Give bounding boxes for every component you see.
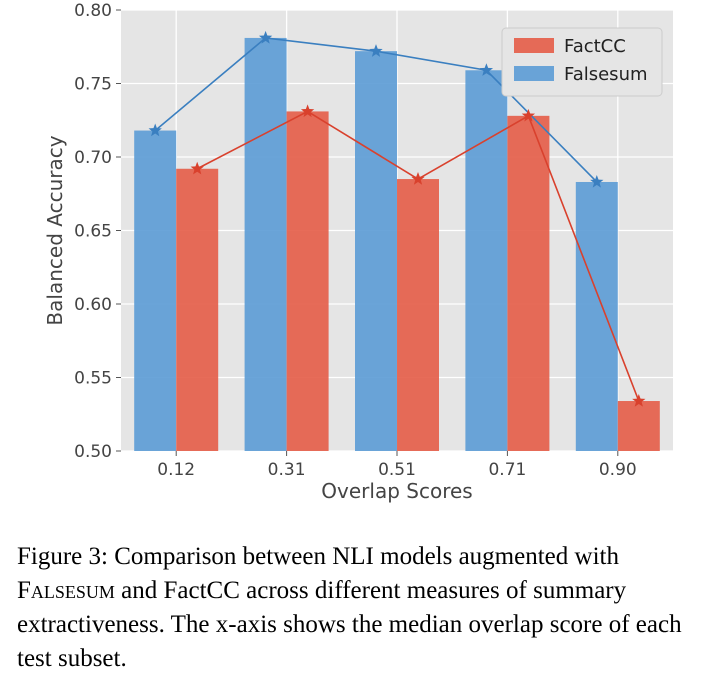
star-marker xyxy=(521,108,536,122)
x-tick-label: 0.51 xyxy=(378,460,416,480)
star-marker xyxy=(300,104,315,118)
x-tick-label: 0.31 xyxy=(268,460,306,480)
y-tick-label: 0.70 xyxy=(74,148,112,168)
y-tick-label: 0.50 xyxy=(74,442,112,462)
x-tick-label: 0.90 xyxy=(599,460,637,480)
legend-swatch-factcc xyxy=(514,38,554,53)
bar-falsesum xyxy=(244,37,287,452)
y-tick-label: 0.80 xyxy=(74,1,112,21)
series-lines xyxy=(148,30,646,407)
x-axis-label: Overlap Scores xyxy=(321,479,472,503)
legend-label-falsesum: Falsesum xyxy=(564,64,648,85)
star-marker xyxy=(411,172,425,185)
bar-falsesum xyxy=(134,130,177,452)
star-marker xyxy=(258,30,273,44)
y-tick-label: 0.75 xyxy=(74,75,112,95)
legend-label-factcc: FactCC xyxy=(564,36,626,57)
legend-swatch-falsesum xyxy=(514,66,554,81)
star-marker xyxy=(632,394,646,407)
caption-prefix: Figure 3: Comparison between NLI models … xyxy=(17,543,619,570)
bar-chart: 0.50 0.55 0.60 0.65 0.70 0.75 0.80 0.12 0.31 0.51… xyxy=(43,1,673,503)
bar-factcc xyxy=(286,111,329,452)
tick-labels: 0.50 0.55 0.60 0.65 0.70 0.75 0.80 0.12 0.31 0.51… xyxy=(74,1,637,480)
legend: FactCC Falsesum xyxy=(501,27,663,97)
caption-highlight: Falsesum xyxy=(17,577,115,604)
star-marker xyxy=(590,174,604,188)
bar-factcc xyxy=(617,401,660,451)
y-tick-label: 0.65 xyxy=(74,222,112,242)
bar-factcc xyxy=(397,179,439,452)
bar-falsesum xyxy=(575,181,618,452)
bar-falsesum xyxy=(465,70,508,452)
bar-falsesum xyxy=(355,51,397,451)
caption-suffix: and FactCC across different measures of … xyxy=(17,577,682,672)
y-tick-label: 0.55 xyxy=(74,369,112,389)
y-tick-label: 0.60 xyxy=(74,295,112,315)
bar-factcc xyxy=(507,115,550,451)
x-tick-label: 0.12 xyxy=(157,460,195,480)
star-marker xyxy=(190,161,204,175)
star-marker xyxy=(369,44,383,57)
bar-factcc xyxy=(176,168,219,451)
x-tick-label: 0.71 xyxy=(488,460,526,480)
star-marker xyxy=(479,63,494,76)
y-axis-label: Balanced Accuracy xyxy=(43,135,67,325)
figure-caption: Figure 3: Comparison between NLI models … xyxy=(17,540,707,676)
bars xyxy=(134,37,660,452)
star-marker xyxy=(148,123,162,137)
